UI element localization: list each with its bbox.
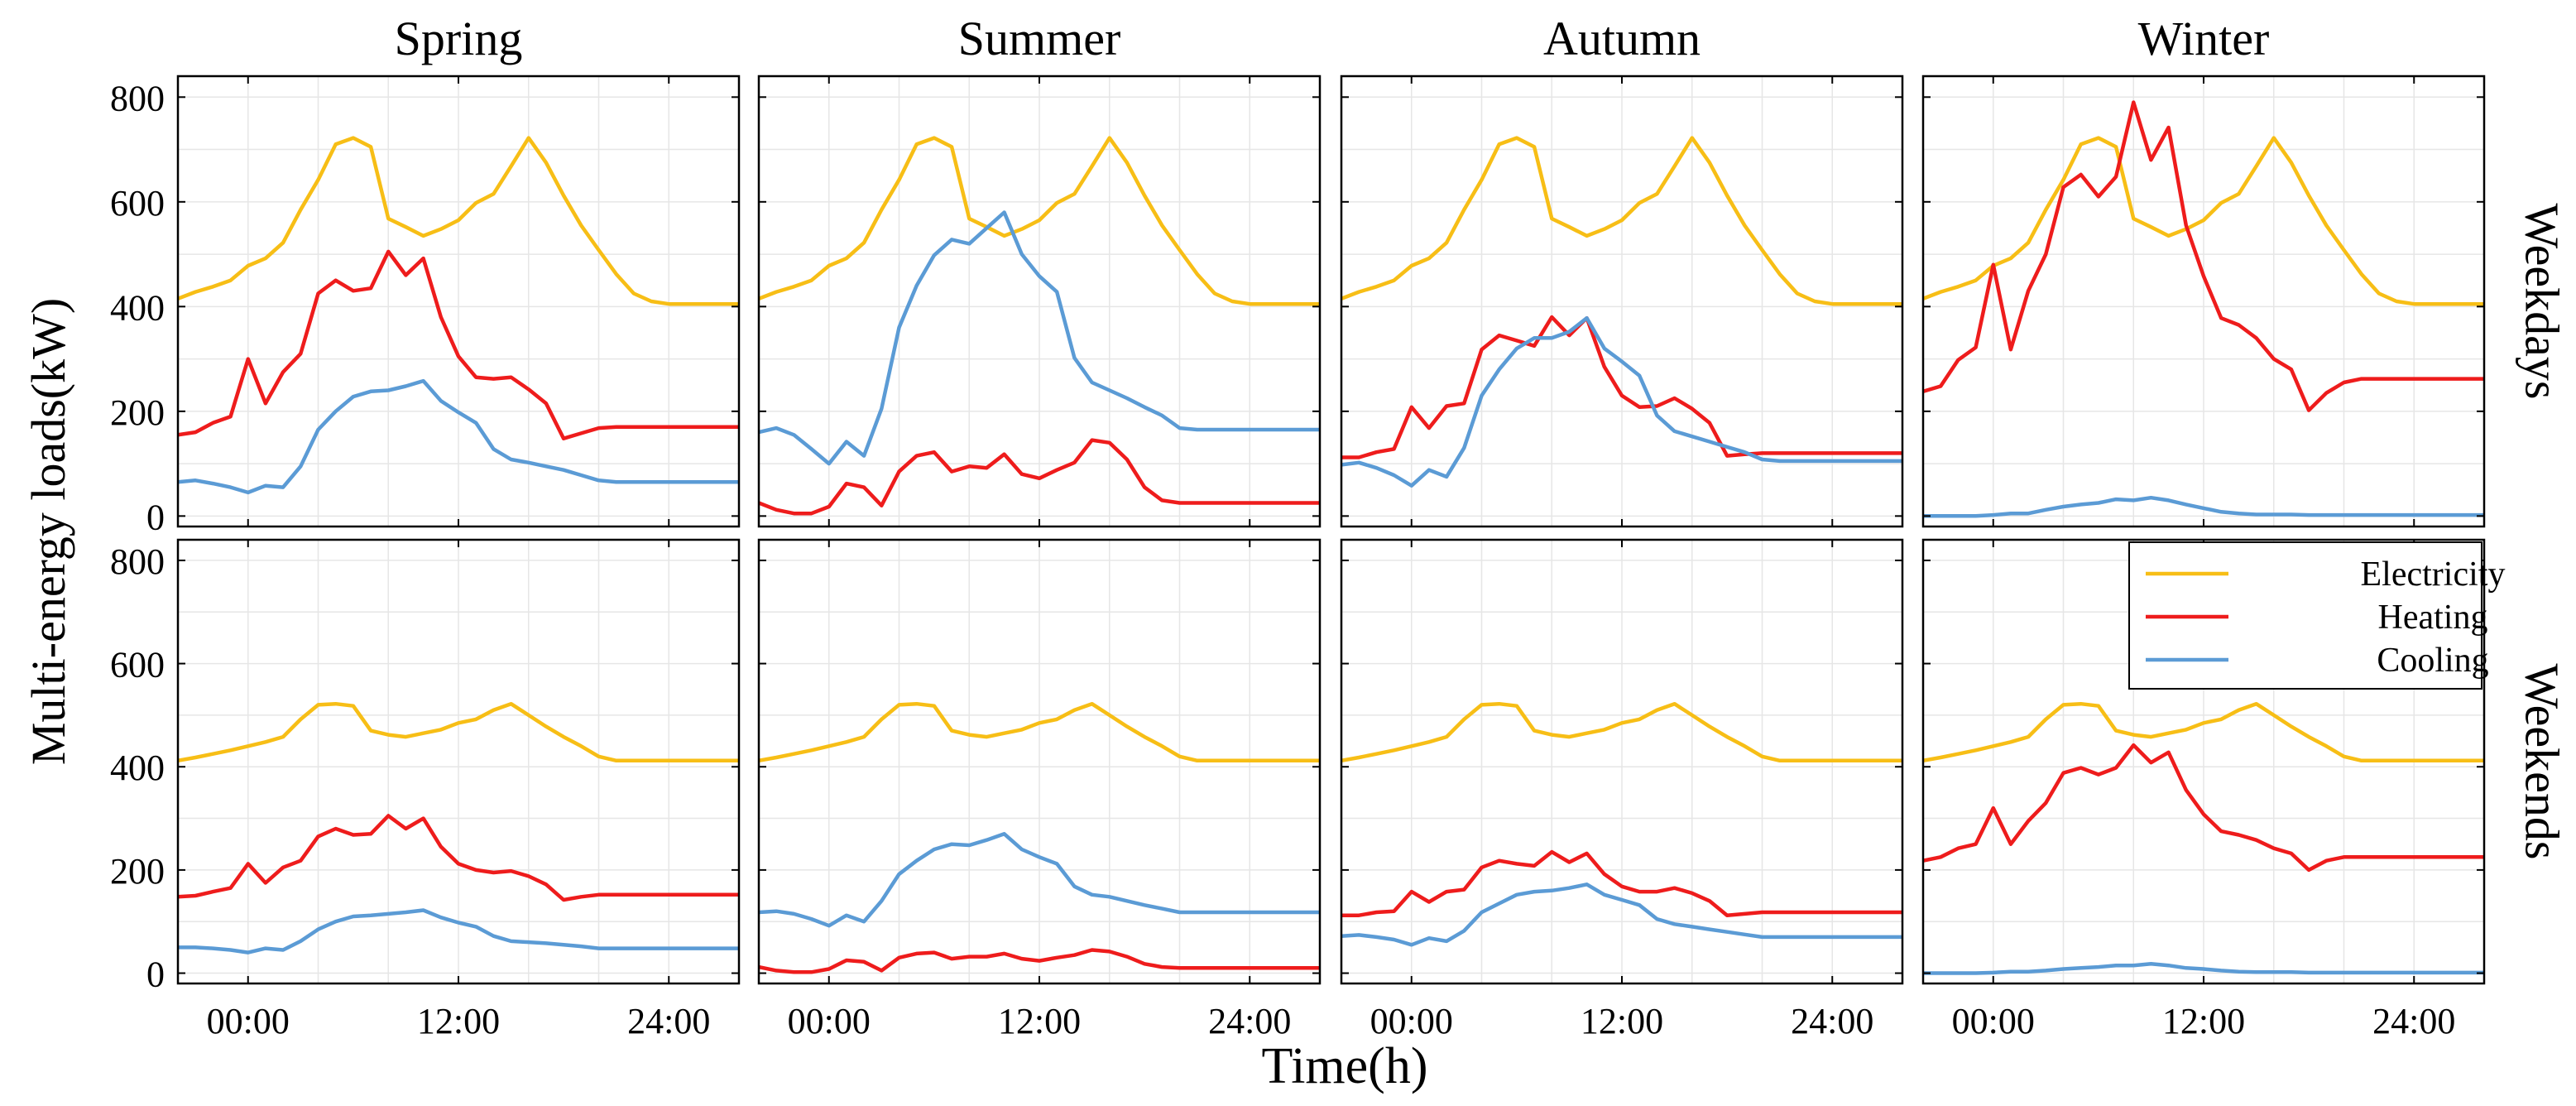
panel-ticks bbox=[178, 76, 739, 527]
panel-ticks bbox=[759, 540, 1320, 983]
series-line-electricity bbox=[1341, 136, 1902, 306]
series-line-electricity bbox=[178, 701, 739, 763]
panel-spring-weekends bbox=[176, 538, 741, 985]
series-line-cooling bbox=[178, 378, 739, 495]
series-line-heating bbox=[1341, 849, 1902, 917]
panel-autumn-weekends bbox=[1340, 538, 1904, 985]
panel-winter-weekends: Electricity Heating Cooling bbox=[1921, 538, 2506, 985]
x-tick-label: 12:00 bbox=[1581, 1001, 1663, 1041]
y-tick-label: 400 bbox=[110, 748, 165, 788]
legend: Electricity Heating Cooling bbox=[2128, 541, 2506, 690]
y-tick-label: 400 bbox=[110, 287, 165, 328]
panel-autumn-weekdays bbox=[1340, 75, 1904, 528]
series-line-electricity bbox=[759, 701, 1320, 763]
legend-label-heating: Heating bbox=[2378, 599, 2488, 637]
x-tick-label: 00:00 bbox=[1370, 1001, 1453, 1041]
y-tick-label: 200 bbox=[110, 851, 165, 892]
series-line-heating bbox=[1923, 743, 2484, 873]
x-tick-label: 24:00 bbox=[1208, 1001, 1291, 1041]
panel-series bbox=[1341, 136, 1902, 488]
x-tick-label: 12:00 bbox=[417, 1001, 500, 1041]
x-tick-label: 24:00 bbox=[2372, 1001, 2455, 1041]
panel-ticks bbox=[1923, 76, 2484, 527]
panel-series bbox=[1923, 100, 2484, 518]
y-tick-label: 0 bbox=[146, 497, 165, 537]
series-line-heating bbox=[1341, 315, 1902, 459]
x-axis-label: Time(h) bbox=[1262, 1038, 1428, 1094]
panel-summer-weekdays bbox=[757, 75, 1322, 528]
panel-series bbox=[759, 136, 1320, 516]
chart-labels: 0 200 400 600 800 Spring Summer Autumn Winter Wee… bbox=[22, 12, 2569, 1094]
series-line-cooling bbox=[759, 210, 1320, 466]
x-tick-label: 00:00 bbox=[207, 1001, 290, 1041]
column-title-summer: Summer bbox=[958, 12, 1121, 65]
y-tick-label: 200 bbox=[110, 392, 165, 433]
series-line-heating bbox=[178, 249, 739, 440]
panel-series bbox=[178, 136, 739, 495]
series-line-electricity bbox=[759, 136, 1320, 306]
series-line-heating bbox=[1923, 100, 2484, 412]
x-tick-label: 00:00 bbox=[1952, 1001, 2035, 1041]
panel-series bbox=[1341, 701, 1902, 947]
x-tick-label: 00:00 bbox=[788, 1001, 871, 1041]
series-line-cooling bbox=[1923, 962, 2484, 975]
series-line-electricity bbox=[1923, 136, 2484, 306]
column-title-winter: Winter bbox=[2138, 12, 2270, 65]
panel-series bbox=[1923, 701, 2484, 975]
x-tick-label: 12:00 bbox=[2162, 1001, 2245, 1041]
panel-ticks bbox=[1341, 540, 1902, 983]
y-tick-label: 600 bbox=[110, 183, 165, 224]
y-tick-label: 600 bbox=[110, 645, 165, 685]
panel-series bbox=[759, 701, 1320, 974]
row-label-weekdays: Weekdays bbox=[2516, 204, 2569, 400]
series-line-heating bbox=[759, 948, 1320, 974]
y-tick-label: 800 bbox=[110, 78, 165, 118]
legend-label-cooling: Cooling bbox=[2377, 642, 2488, 680]
panel-series bbox=[178, 701, 739, 955]
row-label-weekends: Weekends bbox=[2516, 664, 2569, 860]
panel-ticks bbox=[178, 540, 739, 983]
series-line-heating bbox=[178, 814, 739, 902]
legend-label-electricity: Electricity bbox=[2361, 555, 2506, 594]
series-line-electricity bbox=[178, 136, 739, 306]
panel-ticks bbox=[759, 76, 1320, 527]
series-line-cooling bbox=[1923, 495, 2484, 518]
series-line-heating bbox=[759, 438, 1320, 516]
chart-panels: Electricity Heating Cooling bbox=[176, 75, 2506, 985]
panel-grid bbox=[758, 540, 1321, 983]
series-line-cooling bbox=[1341, 882, 1902, 947]
y-axis-label: Multi-energy loads(kW) bbox=[22, 298, 75, 765]
panel-spring-weekdays bbox=[176, 75, 741, 528]
column-title-autumn: Autumn bbox=[1543, 12, 1701, 65]
y-tick-label: 800 bbox=[110, 541, 165, 582]
panel-ticks bbox=[1341, 76, 1902, 527]
series-line-cooling bbox=[759, 832, 1320, 928]
series-line-cooling bbox=[178, 908, 739, 955]
y-tick-label: 0 bbox=[146, 955, 165, 995]
panel-winter-weekdays bbox=[1921, 75, 2486, 528]
panel-summer-weekends bbox=[757, 538, 1322, 985]
column-title-spring: Spring bbox=[395, 12, 523, 65]
x-tick-label: 24:00 bbox=[1791, 1001, 1873, 1041]
x-tick-label: 24:00 bbox=[627, 1001, 710, 1041]
x-tick-label: 12:00 bbox=[998, 1001, 1081, 1041]
series-line-electricity bbox=[1341, 701, 1902, 763]
series-line-electricity bbox=[1923, 701, 2484, 763]
series-line-cooling bbox=[1341, 315, 1902, 488]
